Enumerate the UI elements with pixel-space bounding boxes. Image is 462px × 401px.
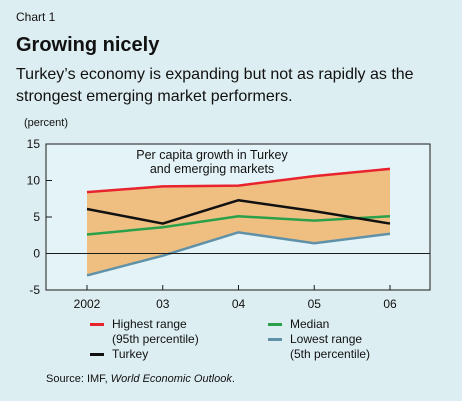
percentile-band — [87, 168, 390, 276]
legend-item-lowest: Lowest range (5th percentile) — [268, 332, 418, 364]
plot-title-line: and emerging markets — [150, 162, 274, 176]
chart-number: Chart 1 — [16, 10, 56, 24]
legend-label-turkey: Turkey — [112, 347, 149, 361]
legend-swatch-highest — [90, 323, 104, 326]
plot-title-line: Per capita growth in Turkey — [136, 148, 288, 162]
x-tick-label: 06 — [383, 297, 397, 311]
x-tick-label: 03 — [156, 297, 170, 311]
legend-swatch-turkey — [90, 353, 104, 356]
y-tick-label: 15 — [27, 137, 41, 151]
y-axis-unit-label: (percent) — [24, 117, 69, 129]
x-tick-label: 04 — [232, 297, 246, 311]
legend-note-highest: (95th percentile) — [112, 332, 199, 346]
legend-swatch-lowest — [268, 338, 282, 341]
y-tick-label: 10 — [27, 174, 41, 188]
source-prefix: Source: IMF, — [46, 373, 111, 385]
series-line-lowest-range — [86, 231, 391, 277]
y-tick-label: -5 — [29, 283, 40, 297]
y-tick-label: 0 — [33, 247, 40, 261]
legend-item-highest: Highest range (95th percentile) — [90, 317, 240, 349]
legend-label-highest: Highest range — [112, 317, 187, 331]
chart-heading: Growing nicely — [16, 34, 160, 56]
legend-swatch-median — [268, 323, 282, 326]
x-tick-label: 2002 — [74, 297, 101, 311]
series-line-highest-range — [86, 167, 391, 194]
legend-note-lowest: (5th percentile) — [290, 347, 371, 361]
legend-label-lowest: Lowest range — [290, 332, 363, 346]
source-note: Source: IMF, World Economic Outlook. — [46, 373, 235, 385]
source-suffix: . — [231, 373, 235, 385]
y-tick-label: 5 — [33, 210, 40, 224]
legend-item-turkey: Turkey — [90, 347, 210, 363]
x-tick-label: 05 — [308, 297, 322, 311]
chart-subtitle: Turkey’s economy is expanding but not as… — [16, 66, 414, 105]
source-publication: World Economic Outlook — [110, 373, 232, 385]
series-line-median — [86, 215, 391, 236]
legend-item-median: Median — [268, 317, 388, 333]
legend-label-median: Median — [290, 317, 330, 331]
series-line-turkey — [86, 198, 391, 225]
